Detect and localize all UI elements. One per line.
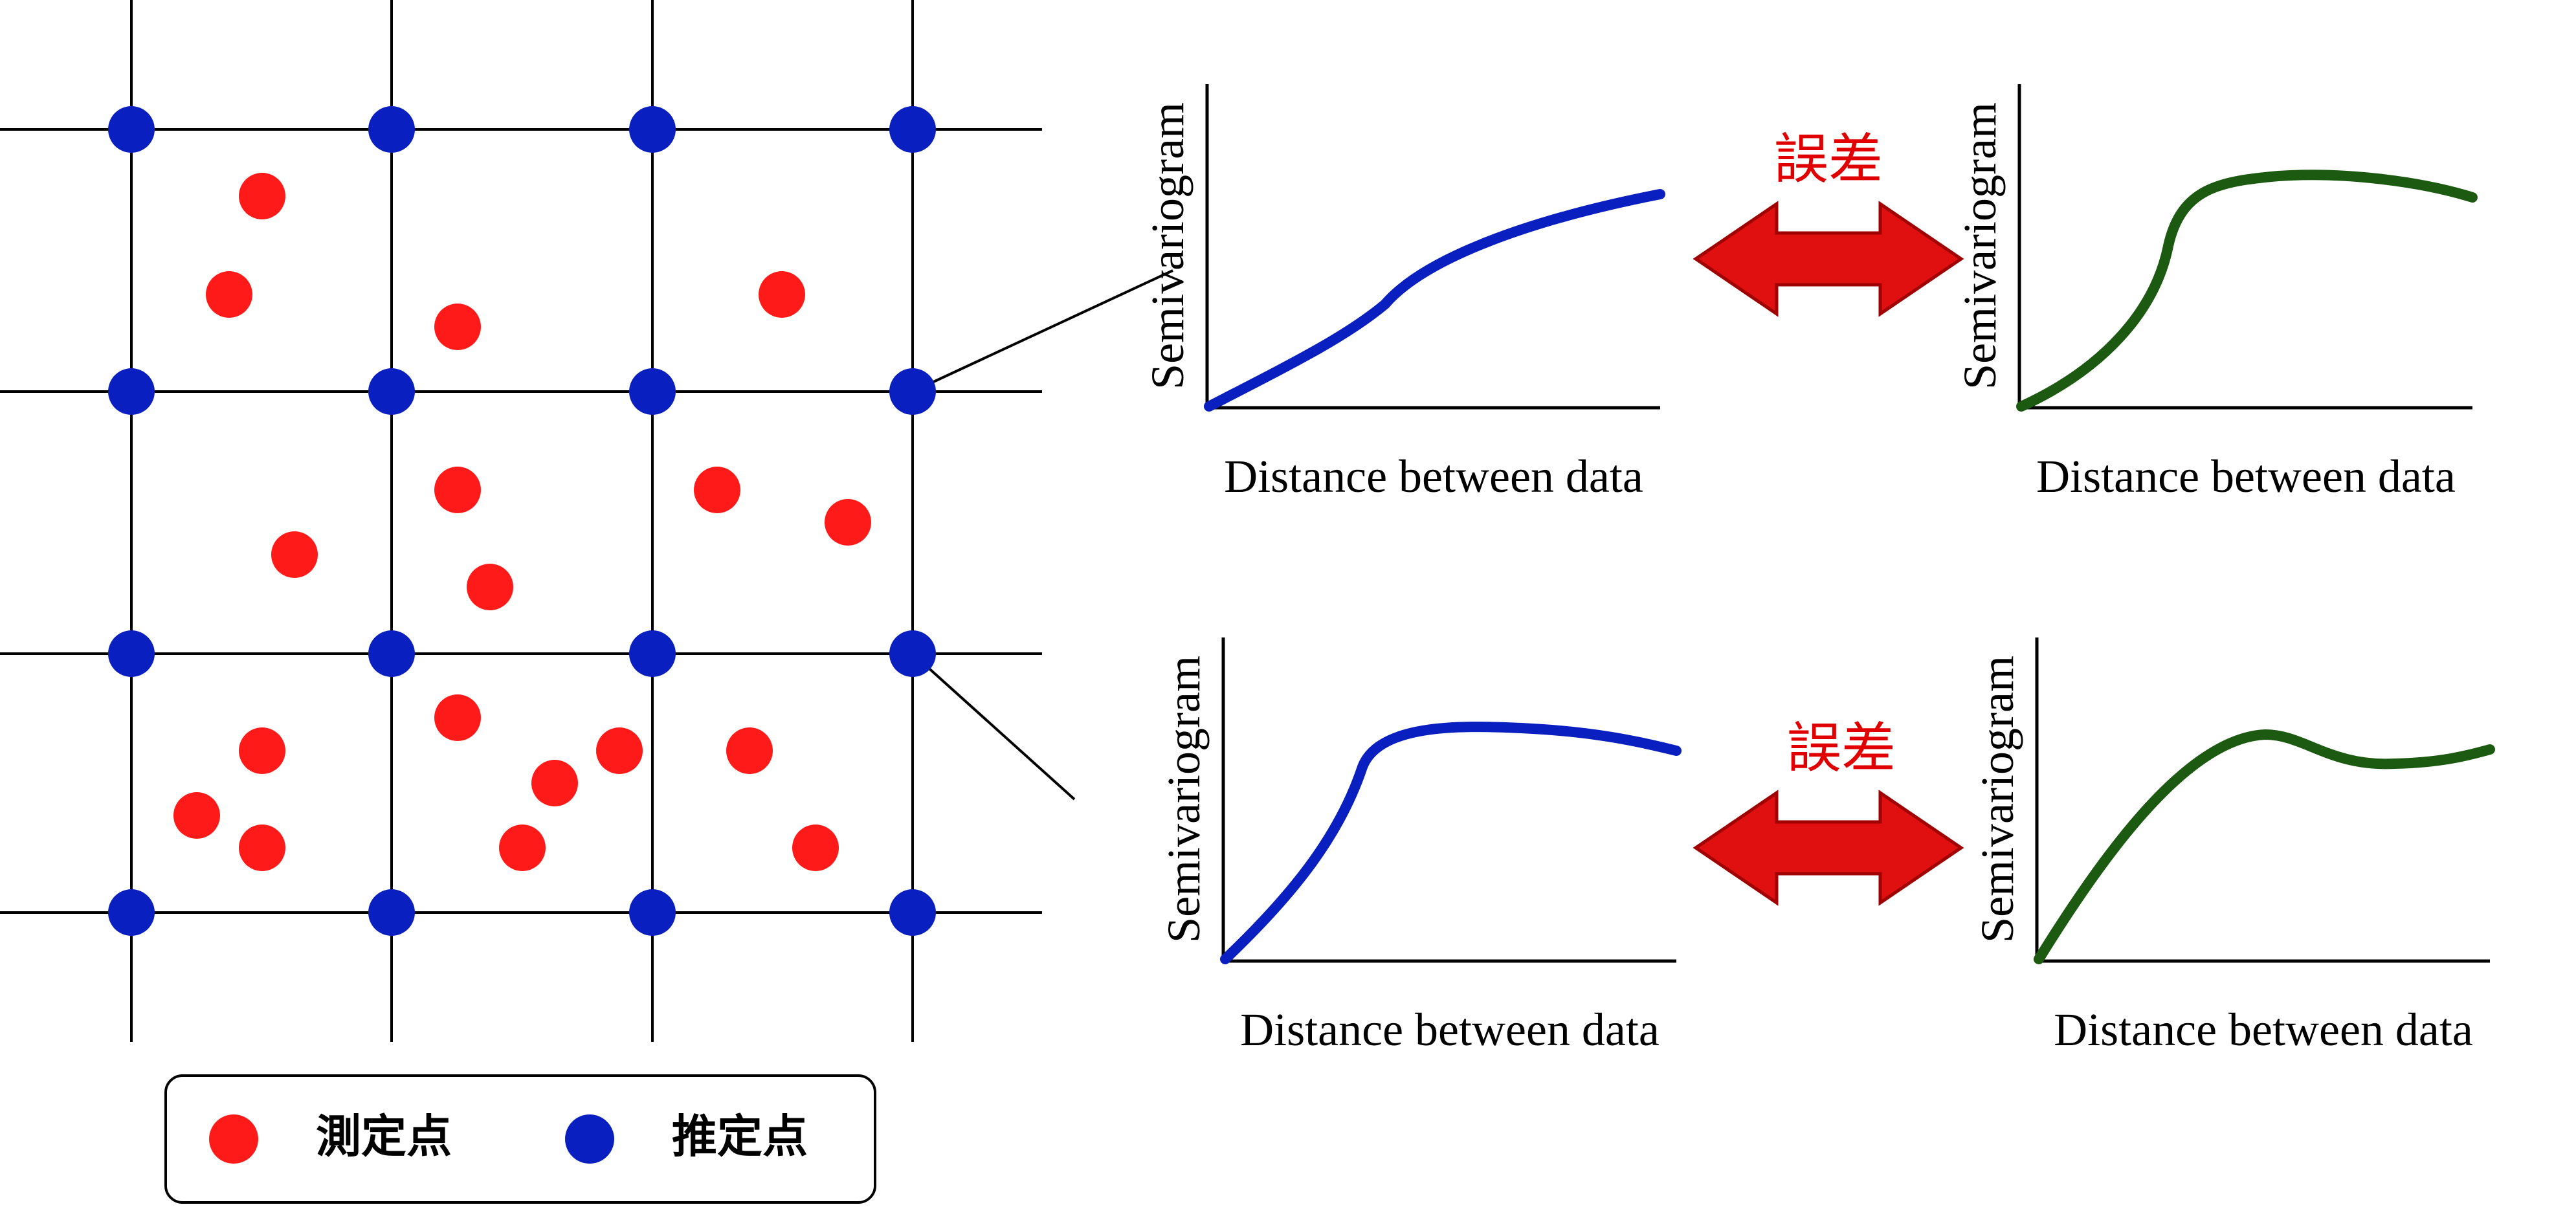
measured-point	[759, 271, 805, 318]
comparison-top: 誤差	[1693, 127, 1964, 317]
estimated-point	[889, 889, 936, 936]
connector-line-top	[912, 269, 1173, 393]
measured-point	[825, 499, 871, 546]
measured-point	[434, 467, 481, 513]
measured-point	[531, 760, 578, 806]
connector-line-bottom	[911, 652, 1076, 801]
measured-point	[239, 173, 285, 219]
y-axis-label: Semivariogram	[1158, 656, 1210, 943]
estimated-point	[368, 368, 415, 415]
double-arrow-icon	[1693, 201, 1964, 317]
x-axis-label: Distance between data	[2036, 450, 2456, 502]
estimated-point	[368, 889, 415, 936]
measured-point	[173, 792, 220, 839]
panel-axes	[2017, 84, 2472, 410]
measured-point	[596, 727, 643, 774]
measured-point	[694, 467, 740, 513]
measured-point	[271, 531, 318, 578]
estimated-point	[629, 630, 676, 677]
semivariogram-panel-top-right: Distance between data Semivariogram	[1954, 84, 2478, 502]
panel-axes	[1221, 637, 1676, 963]
estimated-point	[889, 630, 936, 677]
error-label: 誤差	[1787, 716, 1896, 780]
grid	[0, 0, 1042, 1042]
estimated-point	[108, 106, 155, 153]
semivariogram-panel-bottom-right: Distance between data Semivariogram	[1971, 637, 2495, 1056]
legend-estimated-label: 推定点	[672, 1110, 808, 1163]
measured-point	[239, 727, 285, 774]
x-axis-label: Distance between data	[1224, 450, 1643, 502]
estimated-point	[629, 368, 676, 415]
connectors	[911, 269, 1173, 801]
y-axis-label: Semivariogram	[1971, 656, 2023, 943]
estimated-point	[368, 106, 415, 153]
semivariogram-panel-bottom-left: Distance between data Semivariogram	[1158, 637, 1682, 1056]
estimated-point-swatch	[565, 1114, 614, 1164]
measured-point	[792, 825, 839, 871]
double-arrow-icon	[1693, 790, 1964, 906]
estimated-point	[889, 106, 936, 153]
semivariogram-panel-top-left: Distance between data Semivariogram	[1142, 84, 1665, 502]
legend-measured-label: 測定点	[316, 1110, 452, 1163]
green-curve	[2016, 170, 2478, 412]
measured-point	[239, 825, 285, 871]
x-axis-label: Distance between data	[2054, 1004, 2473, 1056]
estimated-point	[368, 630, 415, 677]
blue-curve	[1220, 722, 1682, 964]
measured-point	[206, 271, 252, 318]
y-axis-label: Semivariogram	[1142, 102, 1194, 390]
estimated-point	[108, 889, 155, 936]
measured-point	[434, 304, 481, 350]
estimated-point	[108, 368, 155, 415]
comparison-bottom: 誤差	[1693, 716, 1964, 906]
estimated-point	[629, 106, 676, 153]
error-label: 誤差	[1774, 127, 1883, 191]
estimated-point	[629, 889, 676, 936]
y-axis-label: Semivariogram	[1954, 102, 2006, 390]
blue-curve	[1204, 189, 1665, 412]
measured-points	[173, 173, 871, 871]
measured-point	[467, 564, 513, 610]
panel-axes	[1205, 84, 1660, 410]
estimated-point	[108, 630, 155, 677]
legend: 測定点 推定点	[164, 1074, 876, 1204]
measured-point	[499, 825, 546, 871]
measured-point	[726, 727, 773, 774]
measured-point	[434, 694, 481, 741]
estimated-point	[889, 368, 936, 415]
measured-point-swatch	[209, 1114, 258, 1164]
panel-axes	[2035, 637, 2490, 963]
green-curve	[2034, 729, 2495, 964]
x-axis-label: Distance between data	[1240, 1004, 1660, 1056]
estimated-points	[108, 106, 936, 936]
